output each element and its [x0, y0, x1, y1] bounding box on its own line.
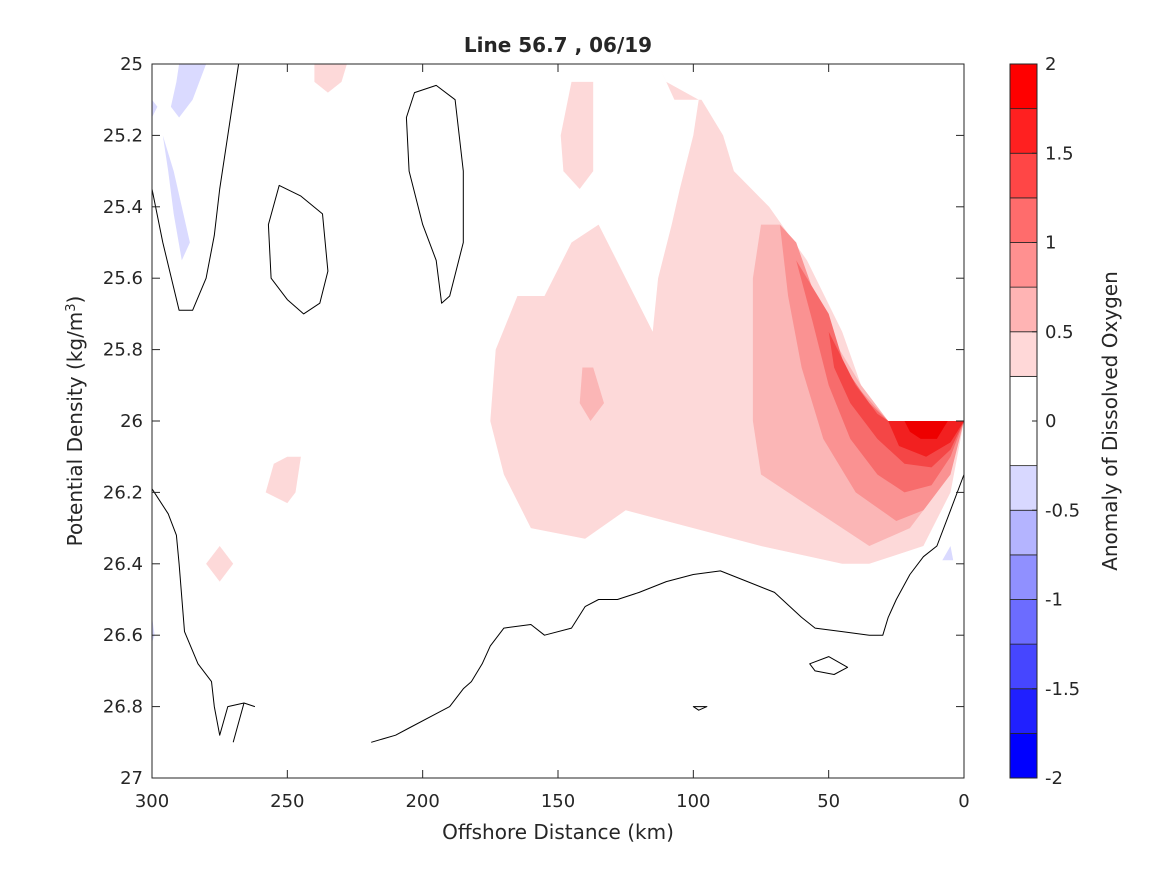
filled-region-2 [314, 64, 347, 93]
x-tick-labels: 300 250 200 150 100 50 0 [135, 791, 970, 812]
y-tick-label: 26.2 [103, 482, 143, 503]
x-tick-label: 100 [676, 791, 710, 812]
y-axis-label-main: Potential Density (kg/m [63, 312, 87, 547]
colorbar-tick-label: -0.5 [1045, 500, 1080, 521]
filled-region-12 [170, 64, 207, 118]
colorbar-segment [1009, 152, 1038, 199]
y-tick-label: 25 [120, 54, 143, 75]
colorbar-segment [1009, 599, 1038, 645]
zero-contour-4 [232, 702, 245, 743]
zero-contour-5 [371, 474, 965, 743]
filled-region-3 [265, 456, 301, 504]
colorbar-segment [1009, 688, 1038, 734]
filled-region-1 [560, 81, 594, 189]
y-tick-label: 25.6 [103, 268, 143, 289]
filled-region-6 [579, 367, 604, 421]
colorbar-tick-label: 1.5 [1045, 143, 1074, 164]
x-axis-label: Offshore Distance (km) [442, 820, 674, 844]
colorbar-segment [1009, 554, 1038, 600]
y-tick-label: 26 [120, 411, 143, 432]
colorbar-segment [1009, 732, 1038, 779]
x-tick-label: 200 [405, 791, 439, 812]
colorbar-tick-label: -2 [1045, 768, 1063, 789]
colorbar-tick-label: 1 [1045, 233, 1056, 254]
colorbar-tick-label: 2 [1045, 54, 1056, 75]
colorbar-segment [1009, 286, 1038, 333]
filled-region-16 [152, 617, 155, 643]
filled-region-13 [162, 135, 190, 261]
y-axis-label: Potential Density (kg/m3) [63, 296, 87, 547]
y-tick-label: 26.8 [103, 697, 143, 718]
y-tick-labels: 25 25.2 25.4 25.6 25.8 26 26.2 26.4 26.6 26.8 27 [103, 54, 143, 789]
y-tick-label: 27 [120, 768, 143, 789]
zero-contour-1 [405, 84, 464, 304]
y-tick-label: 25.8 [103, 340, 143, 361]
y-tick-label: 25.2 [103, 125, 143, 146]
zero-contour-3 [151, 488, 256, 736]
filled-region-11 [904, 421, 948, 439]
colorbar [1009, 63, 1038, 779]
zero-contour-7 [692, 706, 708, 711]
x-tick-label: 50 [817, 791, 840, 812]
filled-region-4 [206, 546, 234, 582]
colorbar-tick-label: 0 [1045, 411, 1056, 432]
colorbar-segment [1009, 242, 1038, 288]
colorbar-tick-label: 0.5 [1045, 322, 1074, 343]
colorbar-segment [1009, 509, 1038, 556]
zero-contour-0 [151, 63, 240, 311]
colorbar-tick-labels: 2 1.5 1 0.5 0 -0.5 -1 -1.5 -2 [1045, 54, 1080, 789]
axes [151, 63, 965, 779]
zero-contour-lines [151, 63, 965, 743]
colorbar-segment [1009, 331, 1038, 377]
y-tick-label: 26.4 [103, 554, 143, 575]
zero-contour-2 [267, 184, 329, 315]
colorbar-segment [1009, 108, 1038, 154]
x-tick-label: 150 [541, 791, 575, 812]
chart-title: Line 56.7 , 06/19 [464, 33, 652, 57]
y-tick-label: 25.4 [103, 197, 143, 218]
y-axis-label-close: ) [63, 296, 87, 304]
colorbar-segment [1009, 643, 1038, 690]
x-tick-label: 0 [958, 791, 969, 812]
colorbar-tick-label: -1 [1045, 590, 1063, 611]
y-axis-label-superscript: 3 [64, 303, 79, 311]
zero-contour-6 [809, 656, 849, 675]
colorbar-segment [1009, 465, 1038, 511]
colorbar-tick-label: -1.5 [1045, 679, 1080, 700]
colorbar-segment [1009, 197, 1038, 243]
filled-contours [152, 64, 964, 643]
filled-region-14 [152, 99, 158, 118]
y-tick-label: 26.6 [103, 625, 143, 646]
colorbar-segment [1009, 63, 1038, 110]
x-tick-label: 300 [135, 791, 169, 812]
x-tick-label: 250 [270, 791, 304, 812]
colorbar-label: Anomaly of Dissolved Oxygen [1098, 271, 1122, 571]
filled-region-15 [942, 546, 954, 561]
